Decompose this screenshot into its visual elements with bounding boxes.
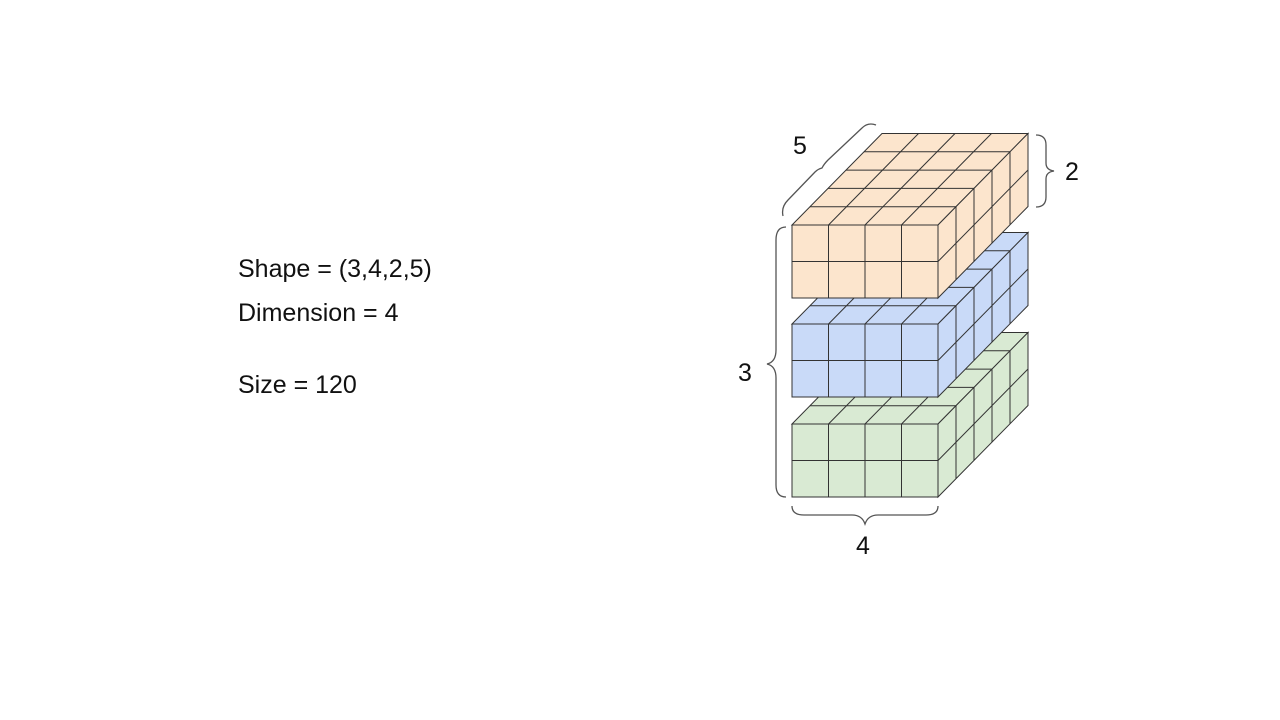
brace-height bbox=[1035, 134, 1055, 208]
label-height-2: 2 bbox=[1065, 158, 1079, 186]
top-grid-line bbox=[864, 133, 956, 226]
brace-width bbox=[791, 505, 939, 527]
tensor-block-1 bbox=[790, 132, 1030, 300]
label-depth-5: 5 bbox=[793, 132, 807, 160]
dimension-text: Dimension = 4 bbox=[238, 299, 399, 327]
side-grid-line bbox=[937, 368, 1029, 461]
size-text: Size = 120 bbox=[238, 371, 357, 399]
side-grid-line bbox=[937, 268, 1029, 361]
label-width-4: 4 bbox=[856, 532, 870, 560]
shape-text: Shape = (3,4,2,5) bbox=[238, 255, 432, 283]
top-grid-line bbox=[828, 133, 919, 226]
side-grid-line bbox=[937, 169, 1029, 262]
label-blocks-3: 3 bbox=[738, 359, 752, 387]
top-grid-line bbox=[901, 133, 992, 226]
brace-blocks bbox=[766, 226, 787, 498]
brace-depth bbox=[781, 123, 877, 217]
